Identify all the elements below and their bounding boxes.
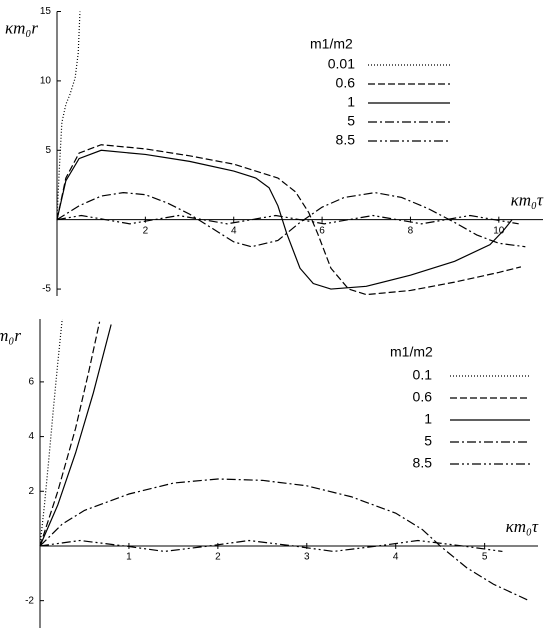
- legend-label: 0.6: [413, 389, 433, 405]
- y-tick-label: 5: [45, 145, 51, 156]
- x-tick-label: 3: [304, 552, 310, 563]
- series-line: [56, 214, 519, 225]
- legend-title: m1/m2: [390, 344, 433, 360]
- y-axis-label: κm₀r: [0, 326, 21, 345]
- x-tick-label: 8: [408, 225, 414, 236]
- series-line: [39, 539, 503, 553]
- y-tick-label: 4: [28, 431, 34, 442]
- y-tick-label: -2: [25, 595, 34, 606]
- legend-label: 8.5: [413, 455, 433, 471]
- legend-label: 0.6: [336, 75, 356, 91]
- y-tick-label: -5: [42, 284, 51, 295]
- series-line: [39, 478, 530, 602]
- series-line: [56, 192, 526, 248]
- legend-title: m1/m2: [310, 36, 353, 52]
- y-tick-label: 15: [40, 6, 52, 17]
- x-tick-label: 4: [231, 225, 237, 236]
- legend-label: 1: [347, 94, 355, 110]
- x-tick-label: 4: [393, 552, 399, 563]
- legend-label: 0.01: [328, 56, 355, 72]
- legend-label: 0.1: [413, 367, 433, 383]
- series-line: [39, 321, 101, 547]
- x-tick-label: 6: [319, 225, 325, 236]
- x-tick-label: 2: [215, 552, 221, 563]
- series-line: [56, 11, 81, 220]
- x-tick-label: 10: [493, 225, 505, 236]
- y-axis-label: κm₀r: [5, 18, 38, 37]
- series-line: [39, 324, 112, 547]
- series-line: [56, 149, 513, 290]
- legend-label: 5: [347, 113, 355, 129]
- legend-label: 1: [424, 411, 432, 427]
- y-tick-label: 10: [40, 76, 52, 87]
- y-tick-label: 6: [28, 377, 34, 388]
- legend-label: 5: [424, 433, 432, 449]
- x-tick-label: 5: [482, 552, 488, 563]
- x-tick-label: 1: [126, 552, 132, 563]
- legend-label: 8.5: [336, 132, 356, 148]
- series-line: [56, 144, 522, 296]
- x-tick-label: 2: [143, 225, 149, 236]
- x-axis-label: κm₀τ: [511, 191, 544, 210]
- y-tick-label: 2: [28, 486, 34, 497]
- x-axis-label: κm₀τ: [506, 517, 539, 536]
